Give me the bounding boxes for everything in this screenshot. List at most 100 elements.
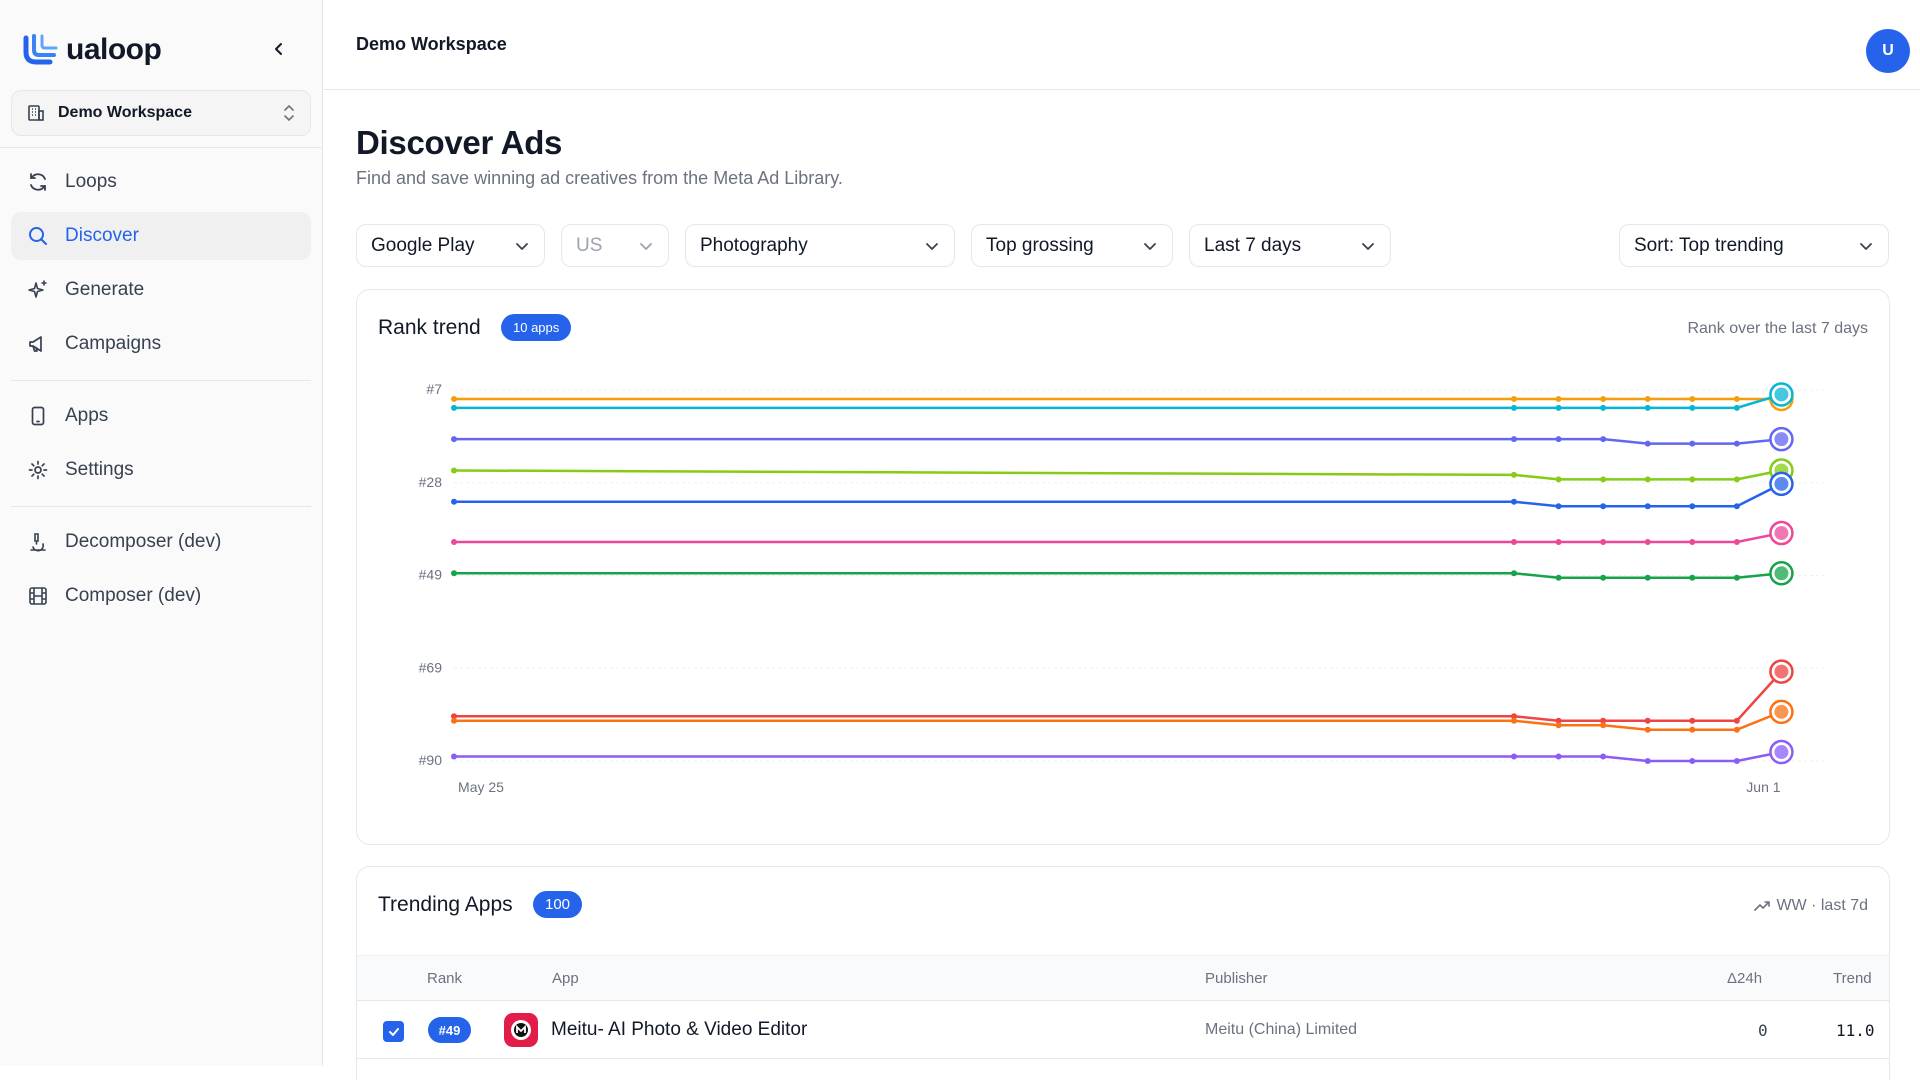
period-filter[interactable]: Last 7 days	[1189, 224, 1391, 267]
data-point[interactable]	[1511, 395, 1517, 402]
data-point[interactable]	[1555, 476, 1562, 483]
data-point[interactable]	[1689, 476, 1696, 483]
data-point[interactable]	[1511, 717, 1517, 724]
data-point[interactable]	[1511, 570, 1517, 577]
data-point[interactable]	[1600, 538, 1607, 545]
nav-item-campaigns[interactable]: Campaigns	[11, 320, 311, 368]
data-point[interactable]	[1600, 574, 1607, 581]
workspace-selector[interactable]: Demo Workspace	[11, 90, 311, 136]
data-point[interactable]	[1689, 717, 1696, 724]
data-point[interactable]	[1555, 574, 1562, 581]
data-point[interactable]	[451, 753, 457, 760]
data-point[interactable]	[1555, 436, 1562, 443]
data-point[interactable]	[1600, 404, 1607, 411]
data-point[interactable]	[1555, 404, 1562, 411]
data-point[interactable]	[1644, 538, 1651, 545]
data-point[interactable]	[1555, 753, 1562, 760]
data-point[interactable]	[1644, 404, 1651, 411]
nav-item-settings[interactable]: Settings	[11, 446, 311, 494]
data-point[interactable]	[1689, 440, 1696, 447]
data-point[interactable]	[1600, 722, 1607, 729]
data-point[interactable]	[451, 498, 457, 505]
data-point[interactable]	[451, 467, 457, 474]
data-point[interactable]	[1689, 574, 1696, 581]
data-point[interactable]	[1644, 476, 1651, 483]
nav-item-loops[interactable]: Loops	[11, 158, 311, 206]
series-line[interactable]	[454, 750, 1782, 763]
col-publisher[interactable]: Publisher	[1205, 970, 1268, 987]
series-line[interactable]	[454, 670, 1783, 723]
data-point[interactable]	[1689, 404, 1696, 411]
user-avatar[interactable]: U	[1866, 29, 1910, 73]
data-point[interactable]	[451, 395, 457, 402]
row-checkbox[interactable]	[383, 1021, 404, 1042]
series-line[interactable]	[454, 572, 1782, 579]
store-filter[interactable]: Google Play	[356, 224, 545, 267]
col-app[interactable]: App	[552, 970, 579, 987]
data-point[interactable]	[451, 713, 457, 720]
data-point[interactable]	[1733, 717, 1740, 724]
chart-type-filter[interactable]: Top grossing	[971, 224, 1173, 267]
data-point[interactable]	[451, 717, 457, 724]
sort-filter[interactable]: Sort: Top trending	[1619, 224, 1889, 267]
data-point[interactable]	[1733, 538, 1740, 545]
data-point[interactable]	[1511, 436, 1517, 443]
data-point[interactable]	[1689, 758, 1696, 764]
data-point[interactable]	[1733, 440, 1740, 447]
data-point[interactable]	[1511, 404, 1517, 411]
data-point[interactable]	[1644, 717, 1651, 724]
data-point[interactable]	[1511, 498, 1517, 505]
data-point[interactable]	[1511, 753, 1517, 760]
data-point[interactable]	[1644, 726, 1651, 733]
data-point[interactable]	[1555, 395, 1562, 402]
col-rank[interactable]: Rank	[427, 970, 463, 987]
data-point[interactable]	[1689, 726, 1696, 733]
data-point[interactable]	[1644, 758, 1651, 764]
series-line[interactable]	[454, 437, 1782, 445]
data-point[interactable]	[1511, 713, 1517, 720]
data-point[interactable]	[1644, 440, 1651, 447]
data-point[interactable]	[1644, 395, 1651, 402]
data-point[interactable]	[1644, 503, 1651, 510]
data-point[interactable]	[1600, 717, 1607, 724]
data-point[interactable]	[1600, 753, 1607, 760]
data-point[interactable]	[1733, 404, 1740, 411]
data-point[interactable]	[1689, 503, 1696, 510]
series-line[interactable]	[454, 482, 1782, 508]
data-point[interactable]	[1733, 574, 1740, 581]
data-point[interactable]	[1644, 574, 1651, 581]
category-filter[interactable]: Photography	[685, 224, 955, 267]
series-line[interactable]	[454, 710, 1782, 731]
data-point[interactable]	[451, 538, 457, 545]
data-point[interactable]	[1689, 395, 1696, 402]
data-point[interactable]	[1600, 395, 1607, 402]
col-delta[interactable]: Δ24h	[1727, 970, 1763, 987]
table-row[interactable]: #49 Meitu- AI Photo & Video Editor Meitu…	[357, 1001, 1889, 1059]
data-point[interactable]	[1600, 503, 1607, 510]
nav-item-composer[interactable]: Composer (dev)	[11, 572, 311, 620]
series-line[interactable]	[454, 393, 1782, 410]
data-point[interactable]	[1733, 395, 1740, 402]
col-trend[interactable]: Trend	[1833, 970, 1872, 987]
nav-item-discover[interactable]: Discover	[11, 212, 311, 260]
data-point[interactable]	[1511, 538, 1517, 545]
data-point[interactable]	[1555, 722, 1562, 729]
series-line[interactable]	[454, 531, 1782, 544]
data-point[interactable]	[1555, 503, 1562, 510]
data-point[interactable]	[1689, 538, 1696, 545]
series-line[interactable]	[453, 469, 1782, 481]
nav-item-apps[interactable]: Apps	[11, 392, 311, 440]
data-point[interactable]	[1733, 503, 1740, 510]
nav-item-generate[interactable]: Generate	[11, 266, 311, 314]
data-point[interactable]	[1600, 476, 1607, 483]
data-point[interactable]	[1600, 436, 1607, 443]
data-point[interactable]	[1733, 758, 1740, 764]
data-point[interactable]	[1555, 538, 1562, 545]
data-point[interactable]	[1733, 476, 1740, 483]
data-point[interactable]	[451, 436, 457, 443]
data-point[interactable]	[1555, 717, 1562, 724]
data-point[interactable]	[451, 404, 457, 411]
data-point[interactable]	[1511, 471, 1517, 478]
data-point[interactable]	[451, 570, 457, 577]
nav-item-decomposer[interactable]: Decomposer (dev)	[11, 518, 311, 566]
